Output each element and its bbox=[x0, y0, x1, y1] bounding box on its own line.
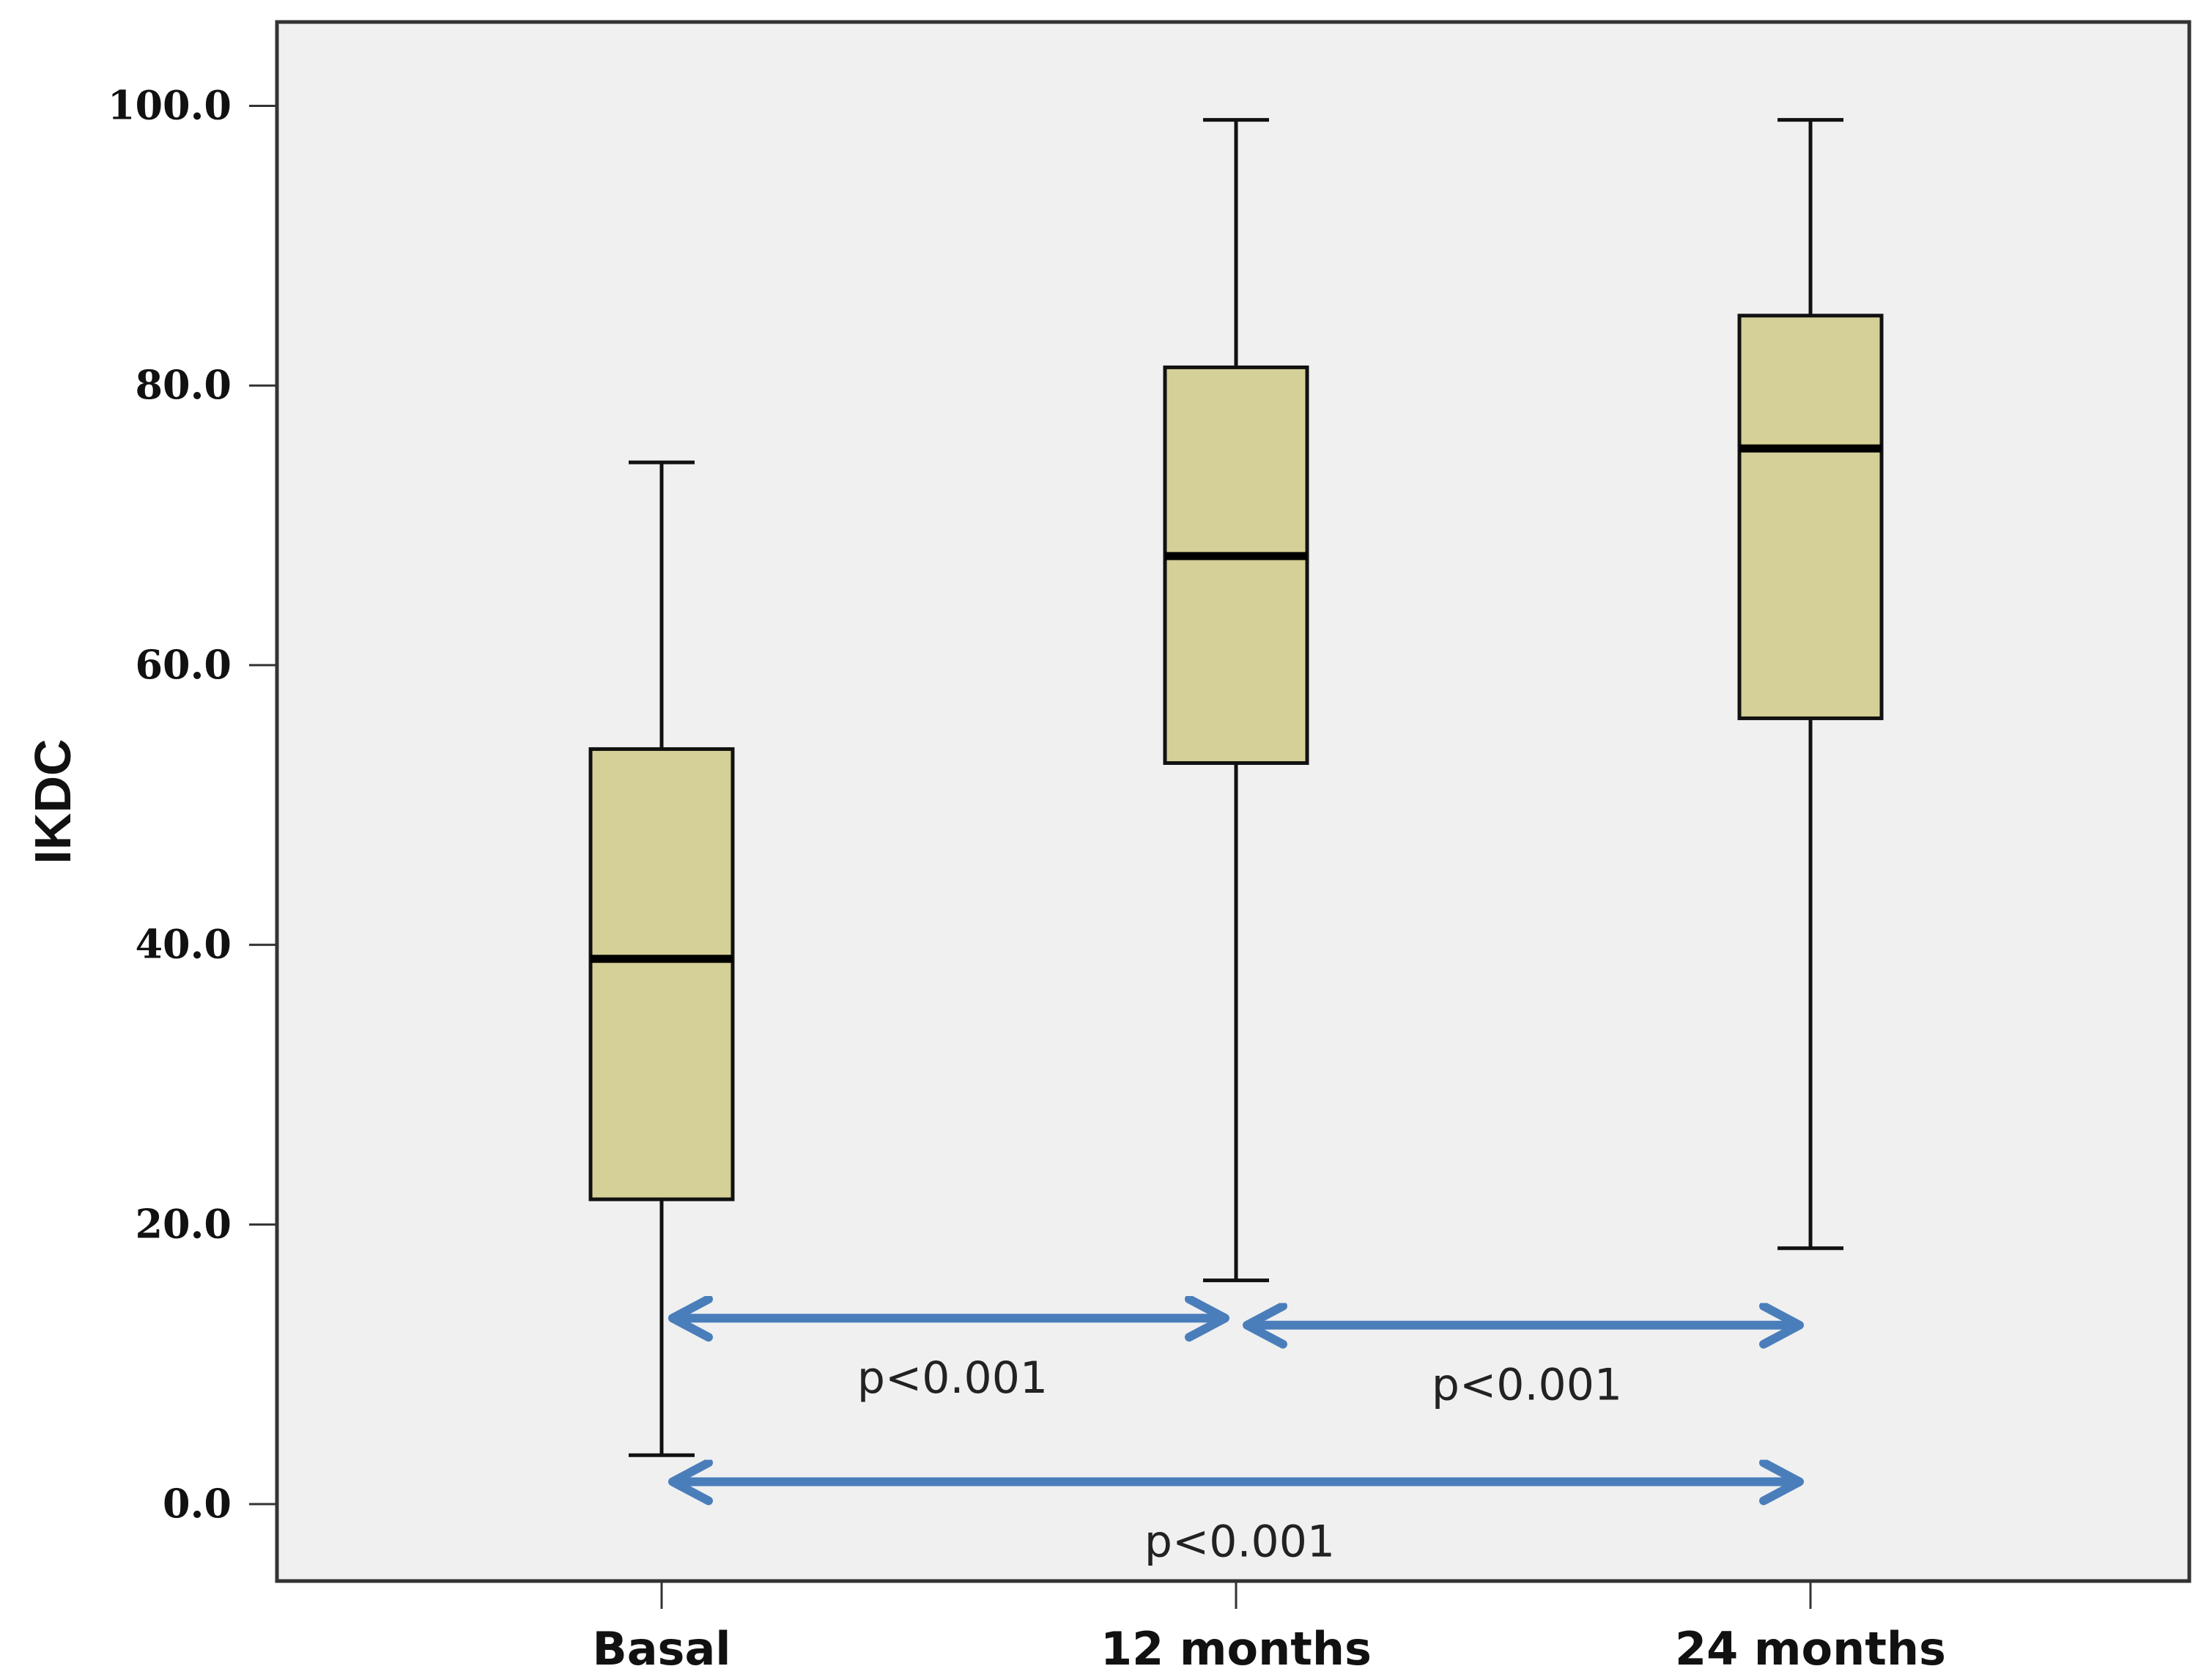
iqr-box bbox=[1737, 314, 1884, 720]
boxes-group bbox=[588, 118, 1884, 1457]
y-tick-label: 20.0 bbox=[135, 1200, 232, 1247]
y-tick-label: 60.0 bbox=[135, 641, 232, 688]
box-1 bbox=[1163, 118, 1309, 1283]
p-value-label: p<0.001 bbox=[857, 1352, 1048, 1404]
comparisons-group: p<0.001 p<0.001 p<0.001 bbox=[673, 1318, 1799, 1567]
x-category-label: 24 months bbox=[1675, 1622, 1946, 1676]
x-category-label: 12 months bbox=[1101, 1622, 1372, 1676]
y-tick-label: 0.0 bbox=[163, 1480, 232, 1527]
y-axis-title: IKDC bbox=[24, 738, 81, 864]
box-0 bbox=[588, 460, 735, 1457]
p-value-label: p<0.001 bbox=[1432, 1360, 1622, 1411]
y-tick-label: 40.0 bbox=[135, 921, 232, 968]
x-category-label: Basal bbox=[592, 1622, 730, 1676]
iqr-box bbox=[1163, 365, 1309, 766]
p-value-label: p<0.001 bbox=[1144, 1516, 1335, 1567]
x-axis: Basal 12 months 24 months bbox=[592, 1581, 1946, 1676]
y-tick-label: 100.0 bbox=[108, 82, 232, 129]
iqr-box bbox=[588, 747, 735, 1202]
y-tick-label: 80.0 bbox=[135, 361, 232, 408]
plot-area bbox=[275, 20, 2191, 1583]
box-2 bbox=[1737, 118, 1884, 1251]
y-axis: 0.0 20.0 40.0 60.0 80.0 100.0 bbox=[108, 82, 277, 1527]
